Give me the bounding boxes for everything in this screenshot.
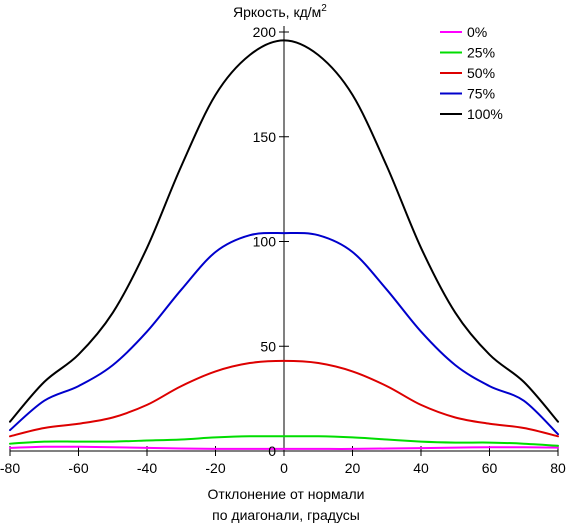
series-line-0pct xyxy=(9,445,559,450)
series-line-50pct xyxy=(9,359,559,438)
x-tick-label: -80 xyxy=(0,460,20,476)
legend-label-75pct: 75% xyxy=(467,86,495,102)
x-tick-label: -20 xyxy=(205,460,225,476)
legend-label-0pct: 0% xyxy=(467,24,487,40)
x-tick-label: -40 xyxy=(137,460,157,476)
x-tick-label: 40 xyxy=(413,460,429,476)
series-line-75pct xyxy=(9,231,559,436)
legend-label-100pct: 100% xyxy=(467,106,503,122)
legend-label-25pct: 25% xyxy=(467,45,495,61)
x-tick-label: 0 xyxy=(280,460,288,476)
x-tick-label: 20 xyxy=(345,460,361,476)
y-tick-label: 50 xyxy=(260,338,276,354)
series-line-25pct xyxy=(9,435,559,447)
y-tick-label: 150 xyxy=(253,129,277,145)
x-axis-title-line1: Отклонение от нормали xyxy=(208,486,365,502)
series-layer xyxy=(9,39,559,450)
x-axis-title-line2: по диагонали, градусы xyxy=(212,507,360,523)
x-tick-label: 60 xyxy=(482,460,498,476)
y-tick-label: 0 xyxy=(268,443,276,459)
tick-labels: -80 -60 -40 -20 0 20 40 60 80 0 50 100 150 200 xyxy=(0,24,566,476)
legend-label-50pct: 50% xyxy=(467,65,495,81)
y-axis-title-superscript: 2 xyxy=(321,3,327,14)
x-tick-label: -60 xyxy=(68,460,88,476)
x-tick-label: 80 xyxy=(550,460,566,476)
axes xyxy=(9,26,559,456)
y-axis-title: Яркость, кд/м2 xyxy=(233,3,327,20)
legend: 0% 25% 50% 75% 100% xyxy=(440,24,503,122)
series-line-100pct xyxy=(9,39,559,423)
y-tick-label: 200 xyxy=(253,24,277,40)
y-tick-label: 100 xyxy=(253,234,277,250)
